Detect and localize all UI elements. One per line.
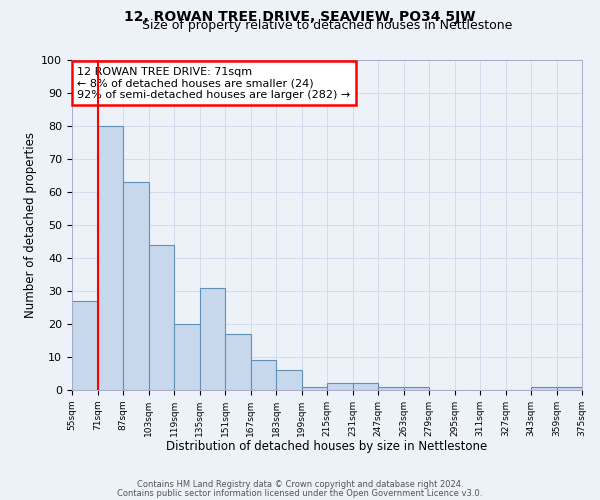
Text: Contains public sector information licensed under the Open Government Licence v3: Contains public sector information licen… [118,488,482,498]
Bar [404,386,429,390]
Bar [72,301,97,390]
Bar [251,360,276,390]
Bar [276,370,302,390]
Y-axis label: Number of detached properties: Number of detached properties [24,132,37,318]
Text: 12 ROWAN TREE DRIVE: 71sqm
← 8% of detached houses are smaller (24)
92% of semi-: 12 ROWAN TREE DRIVE: 71sqm ← 8% of detac… [77,66,350,100]
Bar [97,126,123,390]
Bar [225,334,251,390]
Bar [199,288,225,390]
Bar [327,384,353,390]
Bar [302,386,327,390]
Bar [557,386,582,390]
Bar [149,245,174,390]
Bar [174,324,199,390]
Bar [123,182,149,390]
Bar [378,386,404,390]
X-axis label: Distribution of detached houses by size in Nettlestone: Distribution of detached houses by size … [166,440,488,454]
Title: Size of property relative to detached houses in Nettlestone: Size of property relative to detached ho… [142,20,512,32]
Bar [531,386,557,390]
Text: Contains HM Land Registry data © Crown copyright and database right 2024.: Contains HM Land Registry data © Crown c… [137,480,463,489]
Bar [353,384,378,390]
Text: 12, ROWAN TREE DRIVE, SEAVIEW, PO34 5JW: 12, ROWAN TREE DRIVE, SEAVIEW, PO34 5JW [124,10,476,24]
